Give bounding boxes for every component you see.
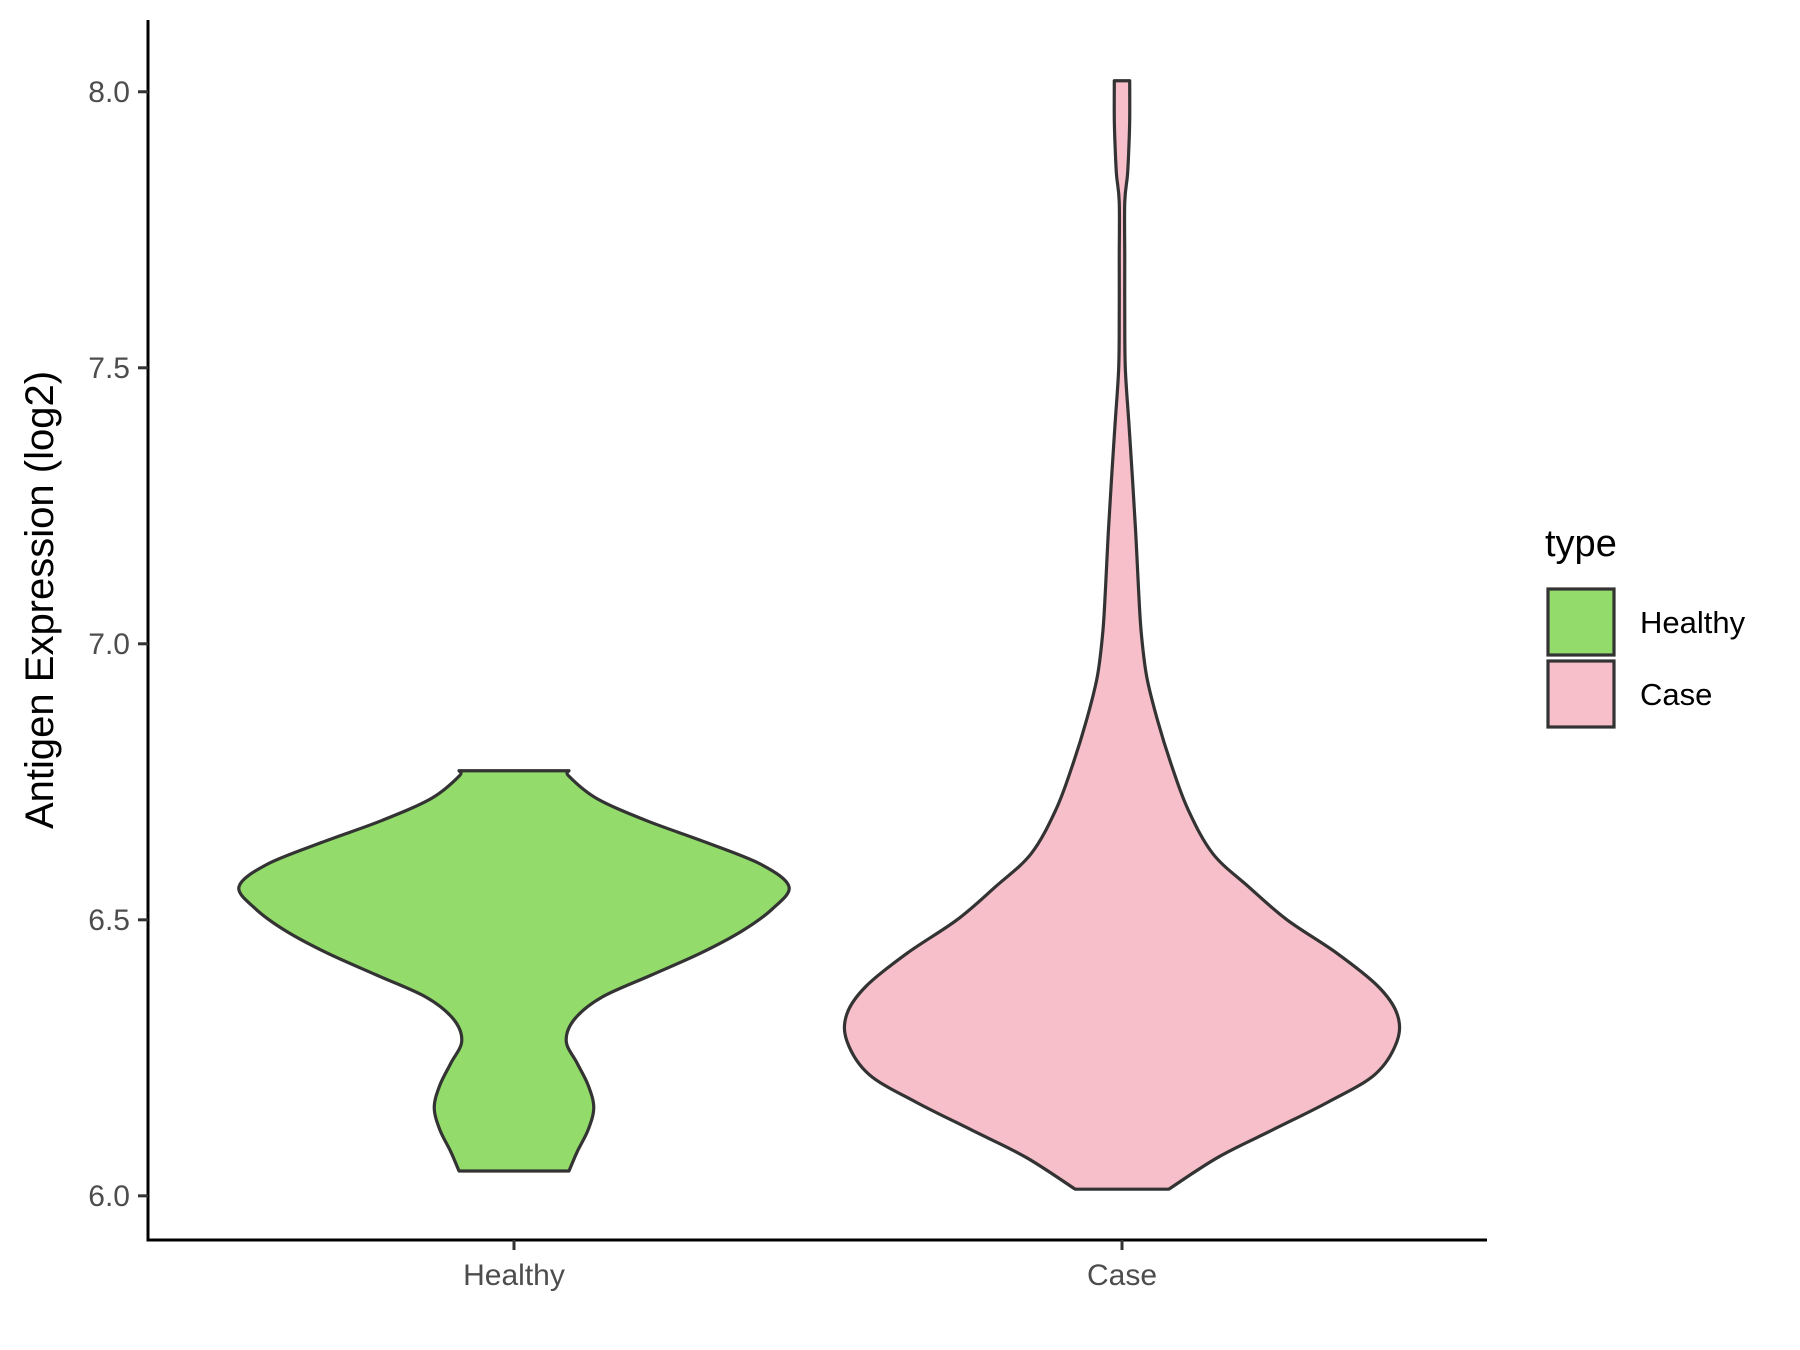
x-tick-label-healthy: Healthy [463, 1259, 565, 1292]
legend: type Healthy Case [1545, 523, 1746, 729]
y-tick-label: 7.0 [88, 628, 130, 661]
y-axis-ticks: 6.0 6.5 7.0 7.5 8.0 [88, 76, 148, 1213]
violin-healthy [237, 769, 791, 1173]
x-axis-ticks: Healthy Case [463, 1240, 1157, 1292]
y-tick-label: 6.0 [88, 1180, 130, 1213]
violins-layer [237, 79, 1402, 1191]
x-tick-label-case: Case [1087, 1259, 1157, 1292]
legend-swatch-healthy [1546, 587, 1616, 657]
legend-items: Healthy Case [1546, 587, 1746, 729]
legend-title: type [1545, 523, 1617, 565]
y-tick-label: 8.0 [88, 76, 130, 109]
y-tick-label: 7.5 [88, 352, 130, 385]
y-axis-title: Antigen Expression (log2) [18, 371, 62, 829]
legend-swatch-case [1546, 659, 1616, 729]
violin-case [842, 79, 1402, 1191]
y-tick-label: 6.5 [88, 904, 130, 937]
legend-label-healthy: Healthy [1640, 605, 1746, 640]
legend-label-case: Case [1640, 677, 1712, 712]
